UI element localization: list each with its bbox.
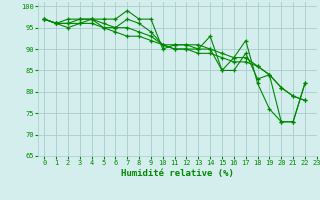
X-axis label: Humidité relative (%): Humidité relative (%) (121, 169, 234, 178)
